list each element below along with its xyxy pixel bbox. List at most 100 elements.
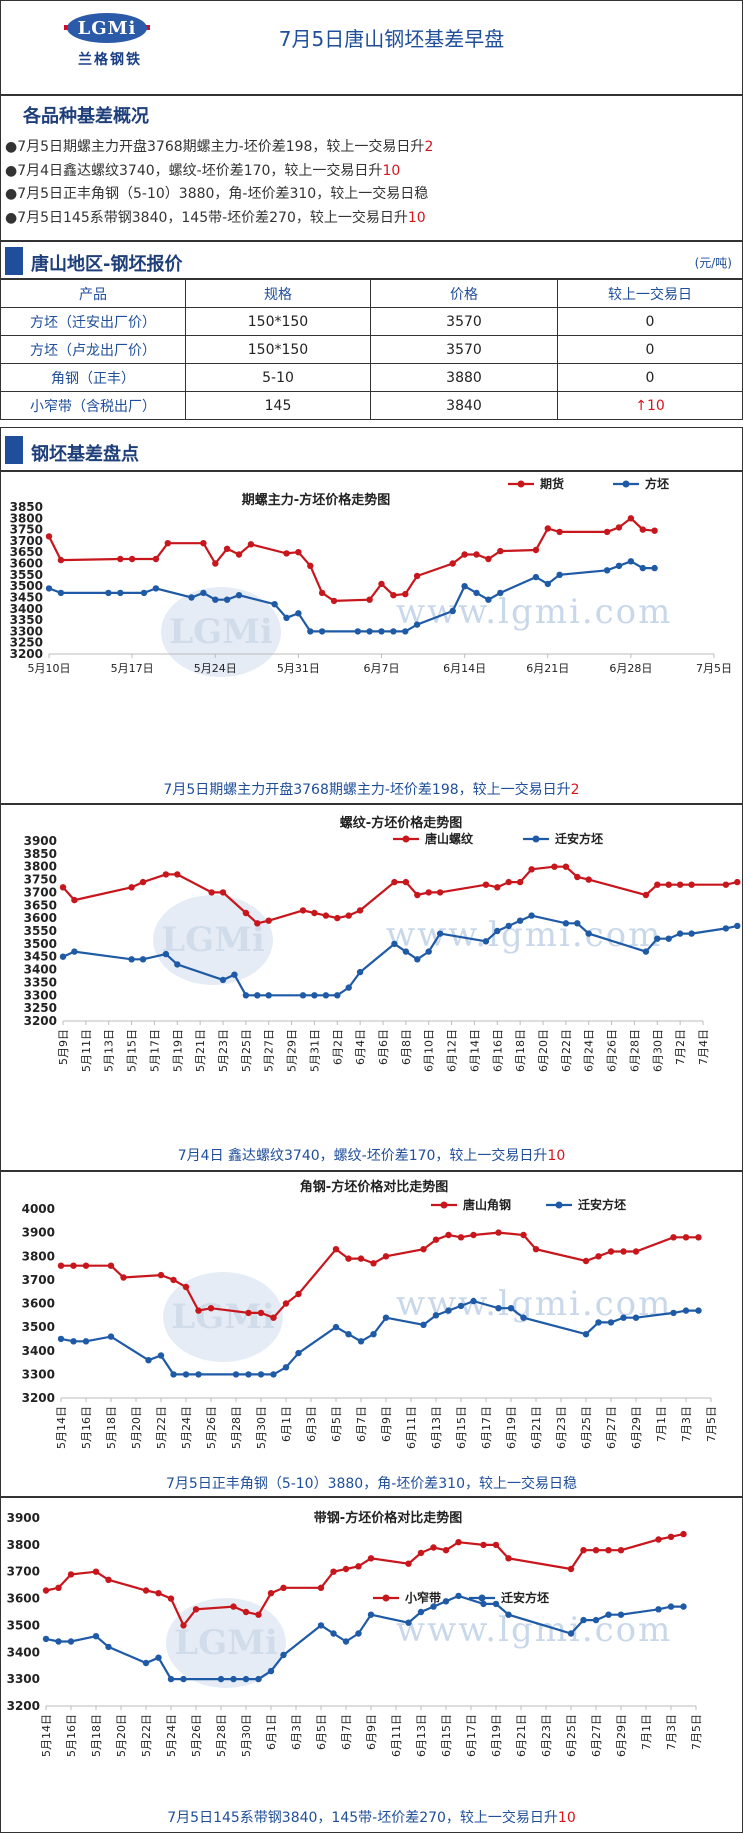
data-point [307,628,314,635]
y-tick-label: 3750 [24,873,57,887]
x-tick-label: 7月3日 [665,1714,678,1750]
data-point [67,1571,75,1578]
data-point [107,1262,115,1269]
legend-label: 迁安方坯 [501,1590,549,1605]
data-point [585,876,592,883]
data-point [230,1675,237,1683]
data-point [473,551,480,558]
x-tick-label: 5月22日 [140,1714,153,1757]
data-point [282,1300,290,1307]
data-point [390,592,397,599]
data-point [556,571,563,578]
data-point [231,971,238,978]
data-point [140,589,148,597]
data-point [245,1371,252,1378]
data-point [480,1541,487,1549]
series-line [48,560,655,633]
y-tick-label: 3300 [10,624,43,638]
x-tick-label: 7月5日 [690,1714,703,1750]
y-tick-label: 3200 [7,1699,40,1713]
chart-rebar-vs-billet: 3200325033003350340034503500355036003650… [24,815,741,1072]
watermark-logo: LGMi [163,1272,283,1362]
data-point [670,1309,677,1317]
y-tick-label: 3500 [7,1618,40,1632]
data-point [212,560,219,567]
y-tick-label: 3600 [24,911,57,925]
data-point [449,560,456,567]
data-point [55,1584,62,1591]
x-tick-label: 5月16日 [80,1406,93,1449]
basis-section-header: 钢坯基差盘点 [0,427,743,471]
x-tick-label: 6月24日 [583,1029,596,1072]
data-point [520,1314,527,1321]
data-point [497,547,504,555]
x-tick-label: 6月11日 [405,1406,418,1449]
data-point [544,580,551,588]
y-tick-label: 3400 [7,1645,40,1659]
x-tick-label: 6月25日 [565,1714,578,1757]
data-point [311,992,318,999]
data-point [235,551,243,558]
y-tick-label: 3300 [22,1367,55,1381]
data-point [217,1675,225,1683]
data-point [592,1616,600,1624]
data-point [532,546,540,554]
x-tick-label: 7月1日 [640,1714,653,1750]
data-point [632,1248,640,1255]
data-point [734,922,741,930]
x-tick-label: 6月9日 [380,1406,393,1442]
x-tick-label: 6月27日 [590,1714,603,1757]
data-point [574,873,581,881]
chart-caption: 7月5日145系带钢3840，145带-坯价差270，较上一交易日升10 [167,1810,576,1826]
x-tick-label: 5月19日 [171,1029,184,1072]
data-point [182,1371,190,1378]
data-point [71,948,78,955]
x-tick-label: 6月12日 [446,1029,459,1072]
watermark-logo: LGMi [161,587,281,677]
cell-product: 方坯（迁安出厂价） [0,307,186,336]
cell-price: 3880 [370,363,558,392]
legend-marker [622,480,630,488]
cell-spec: 150*150 [185,307,371,336]
data-point [334,914,341,922]
data-point [247,541,255,548]
y-tick-label: 3450 [10,590,43,604]
data-point [582,1257,590,1265]
y-tick-label: 4000 [22,1202,55,1216]
data-point [651,527,658,534]
x-tick-label: 5月18日 [90,1714,103,1757]
cell-change: 0 [557,335,743,364]
x-tick-label: 5月17日 [111,662,154,675]
data-point [642,948,650,955]
data-point [390,628,397,635]
data-point [592,1547,600,1554]
quote-title: 唐山地区-钢坯报价 [31,254,183,275]
data-point [117,555,124,563]
section-marker [5,436,23,464]
data-point [170,1276,177,1284]
x-tick-label: 7月5日 [705,1406,718,1442]
overview-item: ●7月5日145系带钢3840，145带-坯价差270，较上一交易日升10 [5,209,426,226]
data-point [295,549,302,556]
data-point [265,917,272,924]
data-point [430,1544,437,1551]
data-point [455,1539,462,1546]
y-tick-label: 3900 [7,1511,40,1525]
data-point [627,515,635,522]
data-point [603,567,611,574]
data-point [55,1638,62,1645]
col-header: 较上一交易日 [557,279,743,308]
x-tick-label: 5月23日 [217,1029,230,1072]
data-point [507,1305,515,1312]
x-tick-label: 6月13日 [430,1406,443,1449]
data-point [174,871,181,878]
data-point [632,1314,640,1321]
x-tick-label: 5月13日 [103,1029,116,1072]
y-tick-label: 3700 [10,534,43,548]
data-point [430,1603,437,1610]
data-point [345,912,352,919]
data-point [255,1611,262,1618]
table-row: 角钢（正丰） 5-10 3880 0 [0,363,743,392]
x-tick-label: 6月22日 [560,1029,573,1072]
x-tick-label: 5月18日 [105,1406,118,1449]
